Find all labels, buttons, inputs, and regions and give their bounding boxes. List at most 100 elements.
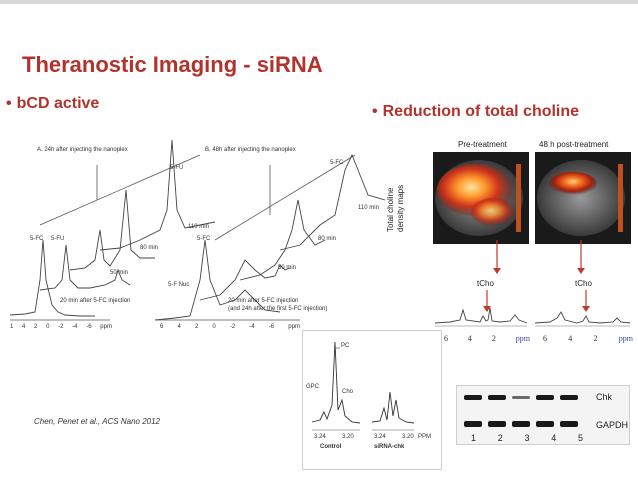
axis-unit: ppm bbox=[288, 324, 300, 330]
proton-spectra bbox=[435, 307, 631, 327]
lane-label: 4 bbox=[551, 433, 557, 443]
chk-band-2 bbox=[488, 395, 506, 400]
panel-a-axis-1: 1 bbox=[10, 324, 14, 330]
panel-b-title: B. 48h after injecting the nanoplex bbox=[205, 147, 296, 153]
panel-a-title: A. 24h after injecting the nanoplex bbox=[37, 147, 128, 153]
citation: Chen, Penet et al., ACS Nano 2012 bbox=[34, 417, 161, 426]
pc-panel-frame bbox=[302, 330, 442, 470]
gapdh-band-4 bbox=[536, 421, 554, 427]
label-50min-b: 50 min bbox=[278, 265, 297, 271]
panel-a-stair-line bbox=[39, 154, 201, 226]
arrows bbox=[483, 240, 590, 312]
pre-map-colorbar bbox=[516, 164, 521, 232]
tick-320-left: 3.20 bbox=[342, 434, 354, 440]
top-rule bbox=[0, 0, 638, 4]
chk-band-5 bbox=[560, 395, 578, 400]
western-blot bbox=[456, 385, 630, 445]
axis-tick: 4 bbox=[467, 334, 472, 343]
spectrum-a-20min bbox=[9, 239, 95, 317]
gpc-label: GPC bbox=[306, 384, 320, 390]
post-map-colorbar bbox=[618, 164, 623, 232]
chk-band-1 bbox=[464, 395, 482, 400]
gapdh-label: GAPDH bbox=[596, 420, 629, 430]
choline-density-maps bbox=[433, 152, 631, 244]
spectrum-b-110min bbox=[279, 153, 386, 251]
spectrum-b-20min bbox=[154, 239, 281, 321]
axis-tick: -6 bbox=[268, 324, 275, 330]
label-110min-b: 110 min bbox=[358, 205, 379, 211]
axis-tick: -4 bbox=[249, 324, 255, 330]
bullet-dot: • bbox=[6, 95, 12, 112]
right-bullet: • Reduction of total choline bbox=[372, 103, 579, 121]
label-110min-a: 110 min bbox=[188, 224, 209, 230]
chk-band-3 bbox=[512, 396, 530, 399]
axis-tick: -6 bbox=[86, 324, 92, 330]
ppm-label: PPM bbox=[418, 434, 432, 440]
axis-unit: ppm bbox=[515, 334, 530, 343]
arrow-head-tcho-left bbox=[483, 306, 491, 312]
pre-treatment-label: Pre-treatment bbox=[458, 140, 507, 149]
panel-b-stair-line bbox=[214, 154, 356, 241]
label-20min-a: 20 min after 5-FC injection bbox=[60, 298, 131, 304]
axis-tick: 0 bbox=[212, 324, 216, 330]
cho-label: Cho bbox=[342, 389, 354, 395]
gapdh-band-2 bbox=[488, 421, 506, 427]
axis-tick: 0 bbox=[46, 324, 50, 330]
spectrum-b-50min bbox=[199, 259, 291, 301]
sirna-spectrum bbox=[371, 391, 415, 424]
label-50min-a: 50 min bbox=[110, 270, 129, 276]
lane-label: 2 bbox=[497, 433, 503, 443]
slide-title: Theranostic Imaging - siRNA bbox=[22, 52, 323, 77]
lane-label: 1 bbox=[471, 433, 477, 443]
axis-tick: 6 bbox=[444, 334, 448, 343]
axis-tick: 6 bbox=[160, 324, 164, 330]
tick-320-right: 3.20 bbox=[402, 434, 414, 440]
density-maps-side-label: Total choline density maps bbox=[386, 185, 406, 232]
right-bullet-text: Reduction of total choline bbox=[382, 103, 580, 120]
spectrum-axis-right: 6 4 2 ppm bbox=[543, 334, 633, 343]
panel-a-axis-labels: 4 2 0 -2 -4 -6 ppm bbox=[22, 324, 112, 330]
axis-tick: -2 bbox=[58, 324, 64, 330]
post-treatment-label: 48 h post-treatment bbox=[539, 140, 609, 149]
spectrum-b-80min bbox=[239, 199, 326, 281]
spectrum-axis-left: 6 4 2 ppm bbox=[444, 334, 530, 343]
blot-lane-labels: 1 2 3 4 5 bbox=[471, 433, 583, 443]
nmr-stacked-spectra bbox=[9, 139, 386, 321]
bullet-dot: • bbox=[372, 103, 378, 120]
axis-tick: 2 bbox=[34, 324, 38, 330]
spectrum-a-110min bbox=[99, 139, 216, 251]
label-20min-b-note: (and 24h after the first 5-FC injection) bbox=[228, 306, 328, 312]
left-bullet: • bCD active bbox=[6, 95, 99, 113]
spectrum-a-50min bbox=[39, 244, 131, 291]
label-5fc-b: 5-FC bbox=[197, 236, 211, 242]
axis-tick: 4 bbox=[177, 324, 181, 330]
pc-label: PC bbox=[341, 343, 350, 349]
label-80min-b: 80 min bbox=[318, 236, 337, 242]
axis-tick: 2 bbox=[593, 334, 598, 343]
tcho-label-post: tCho bbox=[575, 279, 592, 288]
label-5fc-a: 5-FC bbox=[30, 236, 44, 242]
post-map-tissue bbox=[537, 160, 625, 236]
pc-gpc-cho-spectra bbox=[302, 330, 442, 470]
axis-unit: ppm bbox=[618, 334, 633, 343]
lane-label: 5 bbox=[577, 433, 583, 443]
arrow-head-left bbox=[493, 268, 501, 274]
axis-unit: ppm bbox=[100, 324, 112, 330]
label-5f-nuc: 5-F Nuc bbox=[168, 282, 190, 288]
gapdh-band-5 bbox=[560, 421, 578, 427]
side-label-line1: Total choline bbox=[386, 187, 395, 232]
tick-324-left: 3.24 bbox=[314, 434, 326, 440]
control-spectrum bbox=[311, 341, 361, 424]
pre-map-hotspot-2 bbox=[471, 198, 515, 226]
label-80min-a: 80 min bbox=[140, 245, 159, 251]
spectrum-a-80min bbox=[69, 189, 155, 271]
axis-tick: 2 bbox=[194, 324, 199, 330]
control-label: Control bbox=[320, 444, 342, 450]
axis-tick: -2 bbox=[229, 324, 236, 330]
tcho-label-pre: tCho bbox=[477, 279, 494, 288]
spectrum-pre bbox=[435, 307, 528, 324]
label-5fu-top: 5-FU bbox=[170, 165, 184, 171]
post-map-hotspot bbox=[549, 172, 597, 196]
axis-tick: 4 bbox=[568, 334, 573, 343]
tick-324-right: 3.24 bbox=[374, 434, 386, 440]
